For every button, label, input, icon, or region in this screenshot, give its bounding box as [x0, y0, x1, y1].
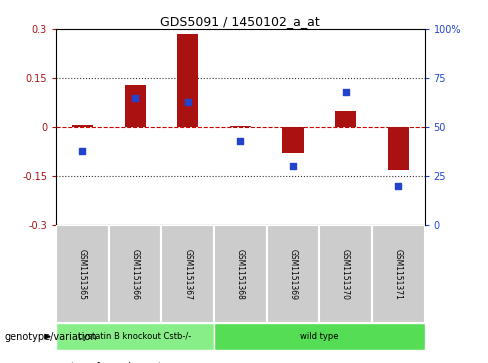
- Text: genotype/variation: genotype/variation: [5, 332, 98, 342]
- Point: [394, 183, 402, 189]
- Text: transformed count: transformed count: [71, 362, 162, 363]
- Text: GSM1151367: GSM1151367: [183, 249, 192, 299]
- Text: wild type: wild type: [300, 332, 339, 341]
- Bar: [72, 125, 93, 127]
- Bar: [266, 225, 319, 323]
- Bar: [372, 225, 425, 323]
- Bar: [56, 323, 214, 350]
- Bar: [56, 225, 109, 323]
- Bar: [177, 34, 198, 127]
- Bar: [214, 225, 266, 323]
- Text: GSM1151371: GSM1151371: [394, 249, 403, 299]
- Bar: [388, 127, 409, 170]
- Bar: [214, 323, 425, 350]
- Point: [184, 99, 192, 105]
- Text: cystatin B knockout Cstb-/-: cystatin B knockout Cstb-/-: [79, 332, 192, 341]
- Text: GSM1151370: GSM1151370: [341, 249, 350, 299]
- Point: [237, 138, 244, 144]
- Bar: [335, 111, 356, 127]
- Point: [342, 89, 349, 95]
- Point: [131, 95, 139, 101]
- Bar: [230, 126, 251, 127]
- Text: GSM1151369: GSM1151369: [288, 249, 298, 299]
- Point: [289, 163, 297, 169]
- Bar: [124, 85, 145, 127]
- Text: GSM1151365: GSM1151365: [78, 249, 87, 299]
- Bar: [162, 225, 214, 323]
- Text: GSM1151366: GSM1151366: [131, 249, 140, 299]
- Text: GSM1151368: GSM1151368: [236, 249, 245, 299]
- Title: GDS5091 / 1450102_a_at: GDS5091 / 1450102_a_at: [161, 15, 320, 28]
- Point: [79, 148, 86, 154]
- Bar: [319, 225, 372, 323]
- Bar: [109, 225, 162, 323]
- Bar: [283, 127, 304, 153]
